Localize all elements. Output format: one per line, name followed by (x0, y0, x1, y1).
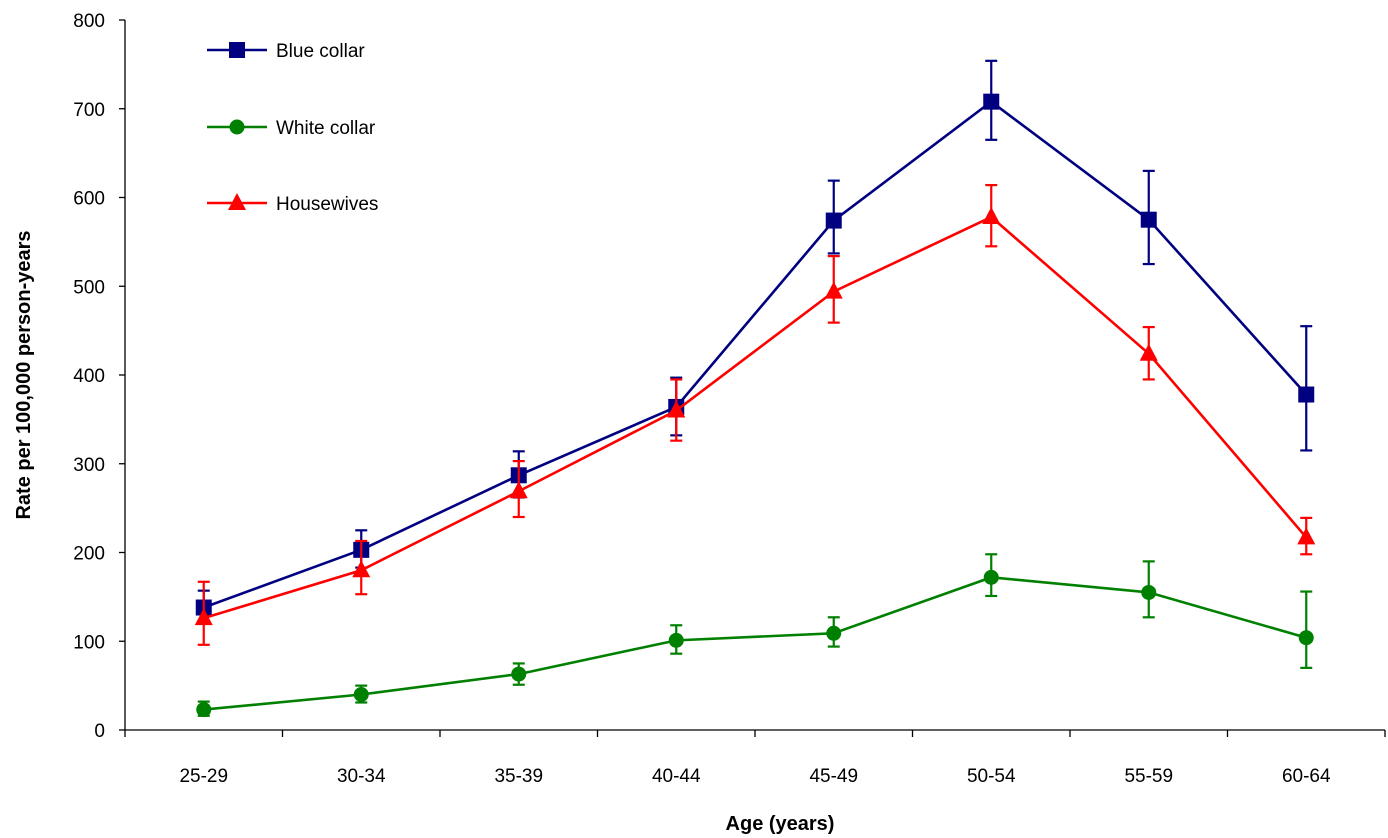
data-point-housewives (667, 400, 686, 418)
data-point-housewives (824, 281, 843, 299)
y-tick-label: 600 (73, 189, 105, 210)
x-tick-label: 35-39 (494, 766, 543, 787)
series-line-white-collar (203, 576, 1307, 711)
legend-item-white-collar: White collar (207, 118, 376, 139)
x-tick-label: 45-49 (809, 766, 858, 787)
data-point-white-collar (668, 632, 684, 648)
data-point-white-collar (826, 625, 842, 641)
x-tick-label: 30-34 (337, 766, 386, 787)
data-point-blue-collar (983, 93, 1000, 110)
x-tick-label: 40-44 (652, 766, 701, 787)
y-tick-label: 300 (73, 455, 105, 476)
series-line-blue-collar (203, 100, 1308, 609)
legend: Blue collar White collar Housewives (207, 41, 378, 215)
data-point-white-collar (196, 702, 212, 718)
axes: 0 100 200 300 400 500 600 700 800 25-29 30-34 35-39… (73, 11, 1386, 787)
x-tick-label: 60-64 (1282, 766, 1331, 787)
x-axis-title: Age (years) (726, 813, 835, 835)
y-tick-label: 700 (73, 100, 105, 121)
series-housewives (194, 183, 1316, 646)
data-point-white-collar (983, 569, 999, 585)
series-white-collar (196, 553, 1314, 718)
x-tick-label: 25-29 (179, 766, 228, 787)
data-point-housewives (1297, 527, 1316, 545)
series-layer (194, 59, 1316, 718)
data-point-housewives (509, 481, 528, 499)
series-line-housewives (203, 215, 1308, 620)
data-point-housewives (352, 560, 371, 578)
y-tick-label: 200 (73, 544, 105, 565)
y-tick-label: 100 (73, 632, 105, 653)
data-point-housewives (194, 608, 213, 626)
data-point-white-collar (1141, 584, 1157, 600)
data-point-white-collar (511, 666, 527, 682)
data-point-white-collar (353, 687, 369, 702)
data-point-blue-collar (825, 212, 842, 229)
data-point-housewives (982, 207, 1001, 225)
legend-item-blue-collar: Blue collar (207, 41, 365, 62)
legend-marker (229, 42, 245, 58)
legend-label: White collar (276, 118, 376, 139)
y-tick-label: 800 (73, 11, 105, 32)
data-point-housewives (1139, 343, 1158, 361)
x-tick-label: 50-54 (967, 766, 1016, 787)
series-blue-collar (195, 59, 1315, 625)
legend-label: Blue collar (276, 41, 365, 62)
y-tick-label: 400 (73, 366, 105, 387)
data-point-blue-collar (1140, 211, 1157, 228)
data-point-blue-collar (1298, 386, 1315, 403)
legend-label: Housewives (276, 194, 378, 215)
legend-item-housewives: Housewives (207, 193, 378, 215)
y-axis-title: Rate per 100,000 person-years (13, 230, 35, 519)
legend-marker (228, 193, 246, 210)
x-tick-label: 55-59 (1124, 766, 1173, 787)
y-tick-label: 500 (73, 277, 105, 298)
y-tick-label: 0 (94, 721, 105, 742)
data-point-white-collar (1298, 630, 1314, 646)
legend-marker (229, 119, 245, 135)
